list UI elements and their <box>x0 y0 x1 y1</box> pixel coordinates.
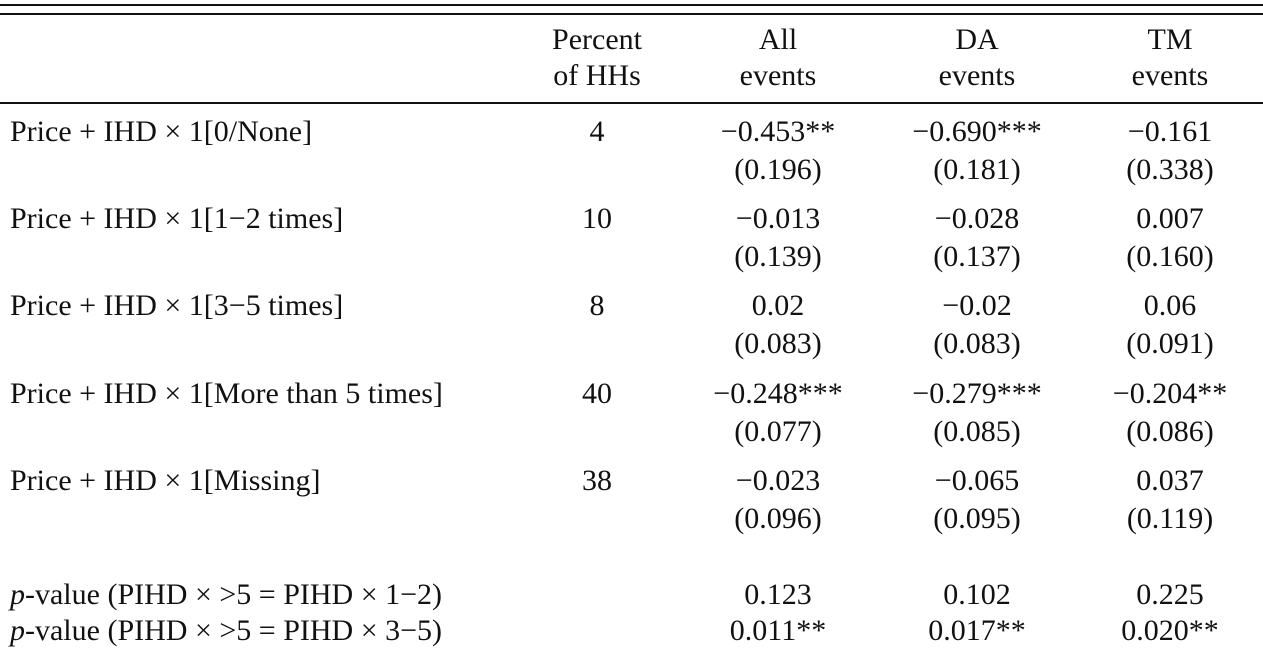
pvalue-p-italic: p <box>10 614 25 647</box>
header-percent-line1: Percent <box>552 23 642 56</box>
row-da-se: (0.181) <box>933 153 1021 186</box>
row-percent: 10 <box>582 202 612 235</box>
row-tm-se: (0.086) <box>1126 415 1214 448</box>
row-all-coef: −0.023 <box>735 464 821 497</box>
row-all-coef: 0.02 <box>751 289 805 322</box>
row-percent: 8 <box>589 289 605 322</box>
row-all-se: (0.077) <box>734 415 822 448</box>
table-top-rule <box>0 4 1263 6</box>
row-da-se: (0.085) <box>933 415 1021 448</box>
row-tm-coef: 0.06 <box>1143 289 1197 322</box>
row-tm-se: (0.160) <box>1126 240 1214 273</box>
pvalue-p-italic: p <box>10 578 25 611</box>
pvalue-da: 0.017** <box>928 614 1026 647</box>
row-da-se: (0.083) <box>933 327 1021 360</box>
row-all-se: (0.139) <box>734 240 822 273</box>
row-da-se: (0.095) <box>933 502 1021 535</box>
row-percent: 38 <box>582 464 612 497</box>
row-percent: 4 <box>589 115 605 148</box>
pvalue-label: p-value (PIHD × >5 = PIHD × 3−5) <box>10 613 442 649</box>
pvalue-label: p-value (PIHD × >5 = PIHD × 1−2) <box>10 577 442 613</box>
pvalue-all: 0.011** <box>729 614 827 647</box>
row-label: Price + IHD × 1[3−5 times] <box>10 289 344 322</box>
row-tm-coef: 0.007 <box>1136 202 1204 235</box>
row-tm-coef: −0.161 <box>1127 115 1213 148</box>
row-all-se: (0.196) <box>734 153 822 186</box>
pvalue-tm: 0.020** <box>1121 614 1219 647</box>
header-da-line1: DA <box>955 23 999 56</box>
row-da-coef: −0.690*** <box>912 115 1042 148</box>
row-da-coef: −0.279*** <box>912 377 1042 410</box>
row-all-se: (0.096) <box>734 502 822 535</box>
row-label: Price + IHD × 1[More than 5 times] <box>10 377 443 410</box>
row-label: Price + IHD × 1[0/None] <box>10 115 313 148</box>
row-da-se: (0.137) <box>933 240 1021 273</box>
row-tm-se: (0.338) <box>1126 153 1214 186</box>
header-rule <box>0 102 1263 104</box>
row-all-coef: −0.453** <box>720 115 836 148</box>
pvalue-label-rest: -value (PIHD × >5 = PIHD × 3−5) <box>25 614 443 647</box>
row-label: Price + IHD × 1[Missing] <box>10 464 321 497</box>
pvalue-all: 0.123 <box>744 578 812 611</box>
header-all-line2: events <box>739 59 817 92</box>
pvalue-tm: 0.225 <box>1136 578 1204 611</box>
header-tm-line1: TM <box>1147 23 1193 56</box>
row-all-se: (0.083) <box>734 327 822 360</box>
header-tm-line2: events <box>1131 59 1209 92</box>
row-percent: 40 <box>582 377 612 410</box>
row-da-coef: −0.028 <box>934 202 1020 235</box>
header-all-line1: All <box>758 23 798 56</box>
header-da-line2: events <box>938 59 1016 92</box>
row-tm-coef: 0.037 <box>1136 464 1204 497</box>
row-all-coef: −0.013 <box>735 202 821 235</box>
pvalue-da: 0.102 <box>943 578 1011 611</box>
row-label: Price + IHD × 1[1−2 times] <box>10 202 344 235</box>
row-tm-se: (0.119) <box>1126 502 1214 535</box>
table-top-rule-2 <box>0 13 1263 15</box>
row-tm-coef: −0.204** <box>1112 377 1228 410</box>
row-da-coef: −0.065 <box>934 464 1020 497</box>
row-da-coef: −0.02 <box>942 289 1012 322</box>
header-percent-line2: of HHs <box>553 59 641 92</box>
row-all-coef: −0.248*** <box>713 377 843 410</box>
pvalue-label-rest: -value (PIHD × >5 = PIHD × 1−2) <box>25 578 443 611</box>
row-tm-se: (0.091) <box>1126 327 1214 360</box>
